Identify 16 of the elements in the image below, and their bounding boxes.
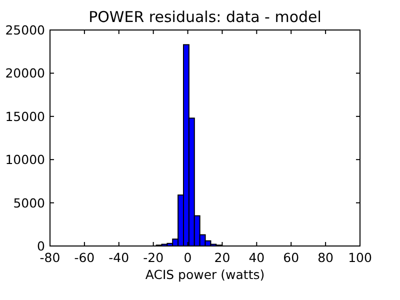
x-tick-label: 20: [214, 250, 230, 265]
y-tick-label: 5000: [13, 195, 46, 210]
x-tick-label: 80: [318, 250, 334, 265]
y-tick-label: 10000: [5, 152, 46, 168]
x-tick-label: -40: [108, 250, 130, 265]
x-tick-label: 0: [184, 250, 192, 265]
y-tick-label: 20000: [5, 66, 46, 81]
x-axis-title: ACIS power (watts): [145, 267, 265, 282]
y-tick-label: 25000: [5, 22, 46, 38]
x-tick-label: 40: [248, 250, 265, 265]
x-tick-label: -60: [74, 250, 95, 265]
x-tick-label: 100: [348, 250, 372, 265]
x-tick-label: -20: [143, 250, 164, 265]
y-tick-label: 15000: [5, 108, 46, 124]
chart-title: POWER residuals: data - model: [88, 8, 322, 26]
x-tick-label: 60: [283, 250, 300, 265]
